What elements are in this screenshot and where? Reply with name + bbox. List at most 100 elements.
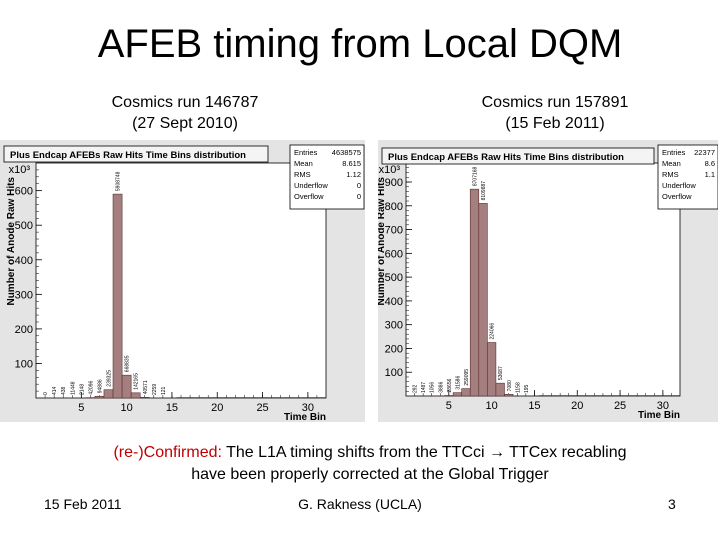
run-label-left: Cosmics run 146787 (27 Sept 2010) [60, 92, 310, 134]
x-tick-label: 20 [211, 402, 223, 414]
bar-value-label: 0 [43, 392, 49, 395]
bar-value-label: 53687 [498, 366, 504, 380]
y-tick-label: 600 [385, 248, 403, 260]
x-axis-label: Time Bin [284, 412, 326, 422]
y-tick-label: 500 [15, 220, 33, 232]
x-tick-label: 30 [657, 400, 669, 412]
stats-label: Mean [294, 159, 313, 168]
bar-value-label: 2148 [79, 384, 85, 395]
histogram-left: Plus Endcap AFEBs Raw Hits Time Bins dis… [0, 140, 365, 422]
run-label-left-line1: Cosmics run 146787 [111, 94, 259, 111]
x-tick-label: 25 [614, 400, 626, 412]
bar-value-label: 668835 [125, 355, 131, 372]
y-tick-label: 700 [385, 225, 403, 237]
run-label-right-line2: (15 Feb 2011) [505, 115, 605, 132]
bar-value-label: 40571 [143, 380, 149, 394]
bar-value-label: 1487 [421, 382, 427, 393]
plot-area [35, 162, 327, 399]
histogram-bar [112, 193, 123, 399]
histogram-bar [478, 203, 488, 397]
y-multiplier: x10³ [379, 164, 401, 176]
histogram-bar [452, 392, 462, 397]
plot-title-box [3, 145, 269, 163]
bar-value-label: 31586 [455, 376, 461, 390]
bar-value-label: 2259 [152, 384, 158, 395]
x-tick-label: 20 [571, 400, 583, 412]
bar-value-label: 1056 [430, 382, 436, 393]
bar-value-label: 142165 [134, 373, 140, 390]
stats-label: Mean [662, 159, 681, 168]
bar-value-label: 1158 [515, 382, 521, 393]
bar-value-label: 42096 [88, 381, 94, 395]
run-label-right: Cosmics run 157891 (15 Feb 2011) [430, 92, 680, 134]
plot-area [405, 162, 681, 397]
caption-text1: The L1A timing shifts from the TTCci [221, 444, 489, 461]
bar-value-label: 7080 [507, 380, 513, 391]
footer-date: 15 Feb 2011 [44, 496, 122, 512]
caption: (re-)Confirmed: The L1A timing shifts fr… [40, 442, 700, 486]
y-axis-label: Number of Anode Raw Hits [6, 177, 17, 306]
stats-value: 0 [357, 181, 361, 190]
stats-label: Overflow [294, 192, 324, 201]
x-tick-label: 15 [528, 400, 540, 412]
bar-value-label: 259095 [464, 369, 470, 386]
stats-box [289, 144, 365, 210]
stats-value: 1.12 [346, 170, 361, 179]
y-axis-label: Number of Anode Raw Hits [378, 177, 387, 306]
histogram-bar [121, 374, 132, 399]
bar-value-label: 195 [524, 384, 530, 393]
bar-value-label: 438 [61, 386, 67, 395]
y-tick-label: 200 [15, 324, 33, 336]
footer-page: 3 [668, 496, 676, 512]
y-tick-label: 400 [385, 296, 403, 308]
caption-prefix: (re-)Confirmed: [113, 444, 222, 461]
histogram-right: Plus Endcap AFEBs Raw Hits Time Bins dis… [378, 140, 718, 422]
bar-value-label: 292 [413, 384, 419, 393]
x-tick-label: 10 [121, 402, 133, 414]
stats-label: Entries [294, 148, 318, 157]
y-tick-label: 100 [385, 367, 403, 379]
bar-value-label: 11448 [70, 381, 76, 395]
x-tick-label: 5 [78, 402, 84, 414]
bar-value-label: 414 [52, 386, 58, 395]
bar-value-label: 5908748 [116, 171, 122, 191]
y-tick-label: 500 [385, 272, 403, 284]
stats-value: 8.6 [705, 159, 715, 168]
histogram-bar [504, 394, 514, 397]
arrow-right-icon: → [489, 444, 505, 461]
stats-value: 0 [357, 192, 361, 201]
x-tick-label: 30 [302, 402, 314, 414]
y-tick-label: 800 [385, 201, 403, 213]
plot-title: Plus Endcap AFEBs Raw Hits Time Bins dis… [10, 150, 246, 161]
bar-value-label: 94886 [97, 379, 103, 393]
y-tick-label: 300 [15, 289, 33, 301]
histogram-bar [469, 188, 480, 397]
histogram-bar [130, 392, 141, 399]
stats-value: 8.615 [342, 159, 361, 168]
caption-line2: have been properly corrected at the Glob… [191, 466, 549, 483]
stats-value: 4638575 [332, 148, 361, 157]
stats-box [657, 144, 718, 210]
plot-title-box [381, 147, 655, 165]
x-tick-label: 15 [166, 402, 178, 414]
bar-value-label: 121 [161, 386, 167, 395]
bar-value-label: 8109887 [481, 181, 487, 201]
y-tick-label: 600 [15, 186, 33, 198]
x-tick-label: 5 [446, 400, 452, 412]
y-tick-label: 400 [15, 255, 33, 267]
bar-value-label: 28656 [447, 378, 453, 392]
run-label-left-line2: (27 Sept 2010) [132, 115, 238, 132]
stats-label: Underflow [294, 181, 328, 190]
y-tick-label: 100 [15, 358, 33, 370]
y-tick-label: 900 [385, 177, 403, 189]
caption-line1: (re-)Confirmed: The L1A timing shifts fr… [40, 442, 700, 464]
caption-text2: TTCex recabling [505, 444, 627, 461]
slide-title: AFEB timing from Local DQM [97, 22, 623, 66]
histogram-bar [139, 397, 150, 399]
footer-author: G. Rakness (UCLA) [298, 496, 422, 512]
stats-value: 22377 [694, 148, 715, 157]
histogram-bar [461, 388, 471, 397]
run-label-right-line1: Cosmics run 157891 [481, 94, 629, 111]
bar-value-label: 8707168 [473, 166, 479, 186]
y-tick-label: 200 [385, 343, 403, 355]
